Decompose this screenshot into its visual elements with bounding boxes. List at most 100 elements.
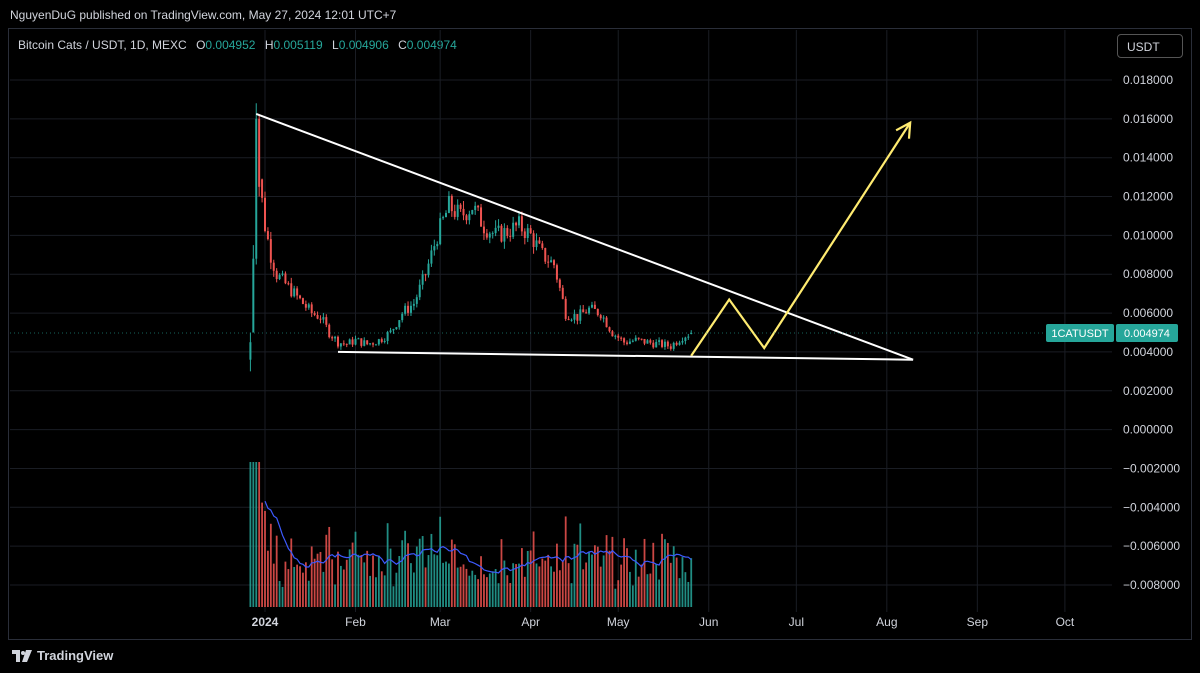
candle-body: [477, 205, 480, 208]
candle-body: [264, 197, 266, 232]
y-tick-label: −0.002000: [1123, 461, 1180, 475]
candle-body: [675, 342, 678, 345]
candle-body: [272, 262, 275, 271]
volume-bar: [342, 569, 345, 607]
volume-bar: [532, 531, 535, 607]
candle-body: [407, 305, 410, 313]
volume-bar: [611, 536, 614, 607]
volume-bar: [541, 558, 544, 607]
volume-bar: [488, 573, 491, 607]
x-tick-label: Jun: [699, 615, 718, 629]
volume-bar: [567, 563, 570, 607]
candle-body: [421, 274, 424, 285]
volume-bar: [278, 581, 281, 607]
volume-bar: [433, 554, 436, 607]
volume-bar: [538, 566, 541, 607]
tradingview-logo[interactable]: TradingView: [12, 648, 113, 663]
volume-bar: [392, 586, 395, 607]
candle-body: [666, 341, 669, 347]
candle-body: [672, 342, 675, 349]
candle-body: [442, 217, 445, 219]
candle-body: [468, 214, 471, 221]
candle-body: [588, 307, 591, 314]
volume-bar: [509, 583, 512, 607]
projection-arrow-head: [895, 120, 912, 139]
volume-bar: [588, 552, 590, 607]
volume-bar: [544, 560, 547, 607]
volume-bar: [407, 543, 409, 607]
symbol-legend[interactable]: Bitcoin Cats / USDT, 1D, MEXC O0.004952 …: [18, 38, 457, 52]
candle-body: [284, 273, 287, 284]
candle-body: [570, 319, 573, 321]
candle-body: [649, 340, 652, 343]
candle-body: [465, 215, 468, 221]
candle-body: [593, 304, 596, 309]
volume-bar: [421, 536, 424, 607]
volume-bar: [684, 572, 687, 607]
candle-body: [532, 233, 535, 248]
candle-body: [669, 346, 672, 349]
volume-bar: [436, 555, 439, 607]
candle-body: [430, 250, 433, 264]
volume-bar: [649, 573, 652, 607]
close-label: C: [398, 38, 407, 52]
candle-body: [319, 318, 322, 320]
candle-body: [582, 309, 585, 313]
projection-path: [690, 122, 912, 357]
ticker-badge-bg: [1046, 324, 1114, 343]
volume-bar: [410, 563, 412, 607]
candle-body: [614, 335, 617, 337]
volume-bar: [643, 538, 646, 607]
candle-body: [266, 231, 269, 240]
candle-body: [655, 341, 658, 348]
candle-body: [275, 270, 278, 280]
volume-bar: [518, 563, 520, 607]
candle-body: [567, 318, 570, 320]
volume-bar: [304, 562, 307, 607]
candle-body: [392, 329, 395, 331]
volume-bar: [363, 562, 366, 607]
x-tick-label: Feb: [345, 615, 366, 629]
candle-body: [564, 298, 567, 319]
volume-bar: [331, 559, 334, 607]
volume-bar: [442, 562, 444, 607]
candle-body: [369, 343, 372, 345]
high-value: 0.005119: [273, 38, 323, 52]
chart-pane[interactable]: [8, 28, 1192, 640]
candle-body: [255, 118, 258, 259]
low-label: L: [332, 38, 339, 52]
volume-bar: [526, 550, 529, 607]
candle-body: [401, 313, 404, 321]
volume-bar: [372, 555, 374, 607]
candle-body: [459, 204, 462, 209]
volume-bar: [485, 577, 488, 607]
candle-body: [523, 231, 526, 239]
candle-body: [281, 273, 284, 275]
currency-button[interactable]: USDT: [1117, 34, 1183, 58]
candle-body: [637, 337, 640, 339]
y-tick-label: 0.016000: [1123, 112, 1173, 126]
candle-body: [409, 305, 412, 313]
candle-body: [386, 332, 389, 341]
candle-body: [310, 304, 313, 314]
y-tick-label: 0.002000: [1123, 384, 1173, 398]
volume-bar: [354, 531, 357, 607]
candle-body: [418, 284, 421, 298]
volume-bar: [424, 567, 427, 607]
volume-bar: [506, 575, 509, 607]
candle-body: [462, 208, 465, 216]
candle-body: [541, 243, 544, 249]
volume-bar: [287, 569, 290, 607]
candle-body: [620, 337, 623, 339]
y-tick-label: 0.018000: [1123, 73, 1173, 87]
candle-body: [611, 331, 614, 337]
candle-body: [608, 327, 611, 332]
volume-bar: [547, 554, 550, 607]
volume-bar: [293, 566, 296, 607]
candle-body: [529, 228, 532, 234]
x-tick-label: 2024: [252, 615, 279, 629]
candle-body: [351, 339, 354, 345]
candle-body: [474, 205, 477, 211]
